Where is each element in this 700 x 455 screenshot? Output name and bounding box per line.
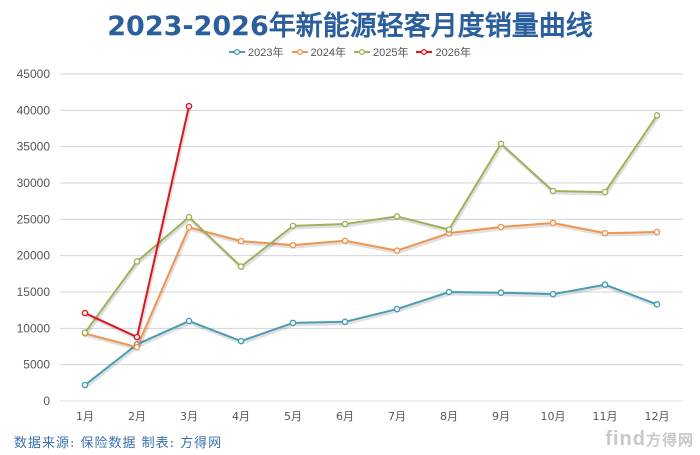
legend-marker-icon — [416, 48, 433, 56]
series-line — [81, 112, 661, 336]
y-tick-label: 10000 — [17, 321, 51, 335]
y-tick-label: 15000 — [17, 285, 51, 299]
legend-label: 2025年 — [373, 47, 409, 59]
y-tick-label: 40000 — [17, 103, 51, 117]
data-point — [81, 309, 89, 317]
data-point — [601, 229, 609, 237]
data-point — [133, 343, 141, 351]
watermark-logo: find方得网 — [605, 428, 694, 451]
data-point — [289, 319, 297, 327]
data-point — [237, 337, 245, 345]
y-tick-label: 0 — [43, 394, 50, 408]
x-tick-label: 2月 — [128, 410, 146, 423]
x-tick-label: 1月 — [76, 410, 94, 423]
data-point — [601, 281, 609, 289]
data-point — [341, 237, 349, 245]
chart-title: 2023-2026年新能源轻客月度销量曲线 — [107, 11, 593, 42]
data-point — [497, 223, 505, 231]
x-tick-label: 8月 — [440, 410, 458, 423]
data-point — [133, 333, 141, 341]
data-point — [393, 305, 401, 313]
data-point — [185, 213, 193, 221]
series-line — [81, 281, 661, 389]
data-point — [445, 288, 453, 296]
x-tick-label: 7月 — [388, 410, 406, 423]
y-tick-label: 25000 — [17, 212, 51, 226]
data-point — [653, 301, 661, 308]
data-point — [185, 317, 193, 325]
x-tick-label: 3月 — [180, 410, 198, 423]
data-point — [445, 226, 453, 233]
y-tick-label: 5000 — [23, 358, 50, 372]
data-point — [601, 188, 609, 196]
x-tick-label: 4月 — [232, 410, 250, 423]
data-point — [653, 228, 661, 236]
x-tick-label: 12月 — [645, 410, 670, 423]
y-tick-label: 45000 — [17, 67, 51, 81]
x-tick-label: 5月 — [284, 410, 302, 423]
data-point — [185, 224, 193, 231]
data-point — [341, 318, 349, 326]
data-point — [497, 140, 505, 148]
series-line — [81, 102, 193, 342]
data-point — [185, 102, 193, 110]
data-point — [653, 112, 661, 119]
data-point — [341, 220, 349, 228]
x-tick-label: 10月 — [541, 410, 566, 423]
legend-label: 2026年 — [435, 47, 471, 59]
y-tick-label: 20000 — [17, 249, 51, 263]
data-point — [393, 213, 401, 220]
legend-item: 2025年 — [354, 44, 408, 60]
series-line — [81, 219, 661, 352]
legend-label: 2024年 — [310, 47, 346, 59]
data-point — [549, 219, 557, 227]
watermark-cn: 方得网 — [645, 432, 694, 449]
data-point — [237, 263, 245, 270]
data-point — [289, 241, 297, 249]
x-tick-label: 6月 — [336, 410, 354, 423]
legend-marker-icon — [354, 48, 370, 56]
legend-item: 2023年 — [229, 44, 284, 60]
legend-item: 2024年 — [291, 44, 346, 60]
data-point — [393, 247, 401, 254]
x-tick-label: 11月 — [593, 410, 618, 423]
data-point — [497, 289, 505, 297]
x-tick-label: 9月 — [492, 410, 510, 423]
y-tick-label: 30000 — [17, 176, 51, 190]
data-point — [549, 187, 557, 195]
data-point — [237, 237, 245, 245]
data-point — [289, 222, 297, 230]
data-point — [81, 381, 89, 389]
data-point — [133, 258, 141, 265]
legend-item: 2026年 — [416, 44, 471, 60]
source-note: 数据来源: 保险数据 制表: 方得网 — [14, 436, 223, 451]
y-tick-label: 35000 — [17, 140, 51, 154]
data-point — [81, 329, 89, 336]
legend-marker-icon — [291, 48, 308, 56]
data-point — [549, 290, 557, 298]
legend-label: 2023年 — [248, 47, 284, 59]
watermark-latin: find — [605, 428, 646, 450]
chart-legend: 2023年 2024年 2025年 2026年 — [0, 44, 700, 60]
legend-marker-icon — [229, 48, 246, 56]
